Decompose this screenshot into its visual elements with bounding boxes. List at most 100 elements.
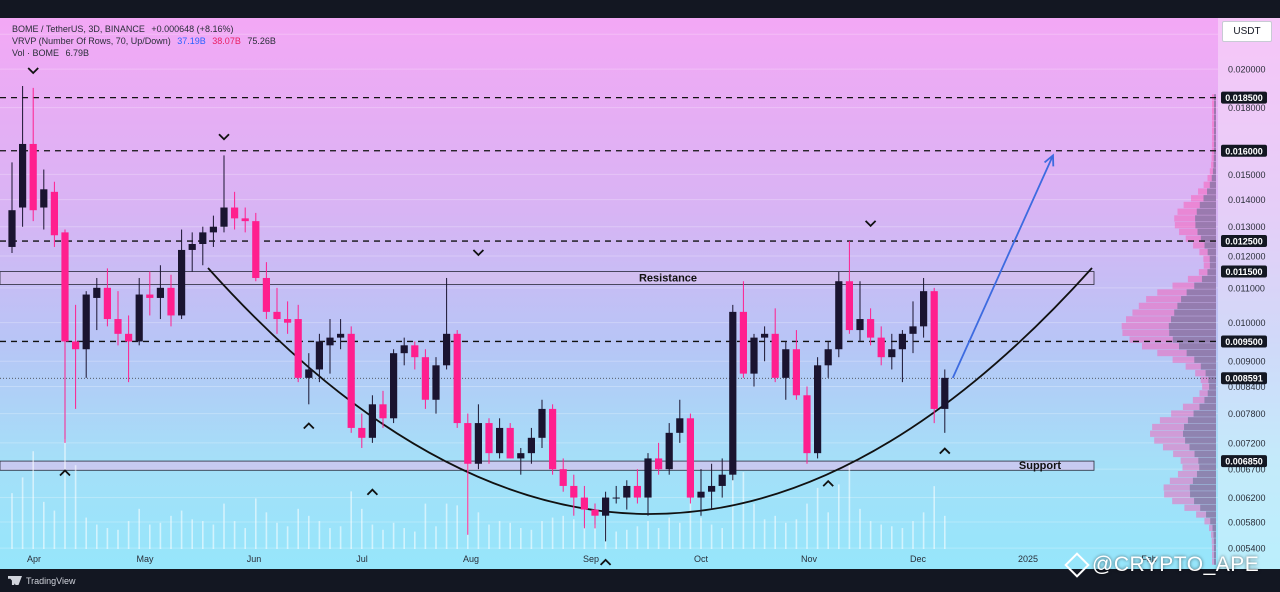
price-axis-background — [1218, 18, 1280, 569]
volume-bar — [657, 528, 660, 549]
price-tick-label: 0.014000 — [1228, 195, 1266, 205]
candle-up — [814, 365, 822, 454]
profile-row-up — [1194, 497, 1216, 505]
volume-bar — [456, 505, 458, 549]
volume-bar — [445, 503, 448, 549]
profile-row-up — [1213, 558, 1216, 565]
zone-resistance — [0, 271, 1095, 285]
profile-row-up — [1179, 343, 1216, 350]
profile-row-up — [1200, 235, 1216, 242]
arrow-head-icon — [1043, 153, 1055, 167]
vol-label: Vol · BOME — [12, 48, 60, 58]
candle-up — [135, 294, 143, 342]
candle-down — [792, 349, 800, 396]
volume-bar — [435, 526, 437, 549]
candle-up — [8, 210, 16, 247]
volume-bar — [191, 519, 193, 549]
price-level-label: 0.006850 — [1225, 457, 1263, 467]
time-tick-label: Feb — [1141, 554, 1157, 564]
zone-label-resistance: Resistance — [639, 273, 697, 285]
cup-arc — [207, 267, 1093, 515]
profile-row-up — [1211, 174, 1216, 182]
volume-bar — [159, 522, 162, 549]
volume-bar — [339, 526, 342, 549]
profile-row-up — [1195, 215, 1216, 222]
chevron-down-icon — [864, 220, 877, 228]
volume-bar — [594, 524, 596, 549]
candle-down — [771, 333, 779, 378]
price-tick-label: 0.013000 — [1228, 222, 1266, 232]
time-tick-label: Aug — [463, 554, 479, 564]
price-tick-label: 0.015000 — [1228, 170, 1266, 180]
tradingview-logo[interactable]: TradingView — [8, 574, 76, 587]
profile-row-up — [1199, 201, 1216, 209]
volume-bar — [403, 528, 405, 549]
legend-symbol[interactable]: BOME / TetherUS, 3D, BINANCE +0.000648 (… — [12, 24, 237, 34]
projection-arrow — [951, 153, 1055, 379]
volume-bar — [933, 486, 935, 549]
profile-row-up — [1181, 296, 1216, 303]
candle-down — [739, 311, 747, 374]
profile-row-down — [1185, 363, 1216, 370]
volume-bar — [371, 524, 374, 549]
profile-row-up — [1213, 114, 1216, 121]
volume-bar — [255, 498, 257, 549]
zone-support — [0, 460, 1095, 471]
volume-profile — [1121, 94, 1216, 565]
candle-up — [623, 485, 631, 498]
vol-value: 6.79B — [65, 48, 90, 58]
candles[interactable] — [8, 85, 949, 542]
volume-bar — [901, 528, 904, 549]
time-tick-label: 2025 — [1018, 554, 1038, 564]
profile-row-up — [1186, 349, 1216, 357]
price-level-tag — [1221, 455, 1267, 468]
volume-bar — [753, 503, 755, 549]
profile-row-up — [1213, 141, 1216, 148]
profile-row-up — [1168, 322, 1216, 330]
candle-down — [146, 294, 154, 298]
volume-bar — [85, 517, 87, 549]
volume-bar — [244, 528, 246, 549]
legend-volume[interactable]: Vol · BOME 6.79B — [12, 48, 93, 58]
currency-unit-button[interactable]: USDT — [1222, 21, 1272, 42]
time-tick-label: Apr — [27, 554, 41, 564]
price-tick-label: 0.012000 — [1228, 251, 1266, 261]
profile-row-up — [1214, 107, 1216, 114]
profile-row-up — [1189, 444, 1216, 451]
volume-bar — [891, 526, 893, 549]
legend-vrvp[interactable]: VRVP (Number Of Rows, 70, Up/Down) 37.19… — [12, 36, 280, 46]
candle-up — [156, 287, 164, 298]
volume-bar — [382, 529, 384, 549]
volume-bar — [541, 521, 543, 549]
chevron-up-icon — [599, 558, 612, 566]
volume-bar — [869, 521, 872, 549]
volume-bar — [170, 515, 172, 549]
time-axis[interactable]: Apr May Jun Jul Aug Sep Oct Nov Dec 2025 Feb — [27, 554, 1157, 564]
profile-row-up — [1209, 255, 1216, 262]
profile-row-up — [1201, 275, 1216, 283]
volume-bar — [350, 491, 352, 549]
candle-up — [835, 281, 843, 350]
candle-up — [19, 143, 27, 208]
candle-down — [347, 333, 355, 428]
volume-bar — [414, 531, 416, 549]
volume-bar — [117, 529, 119, 549]
chevron-up-icon — [822, 479, 834, 487]
profile-row-up — [1172, 336, 1216, 343]
volume-bar — [859, 508, 861, 549]
profile-row-up — [1213, 544, 1216, 552]
profile-row-up — [1213, 161, 1216, 168]
vrvp-down: 38.07B — [212, 36, 241, 46]
profile-row-up — [1204, 396, 1216, 404]
candle-down — [379, 404, 387, 419]
profile-row-up — [1169, 329, 1216, 336]
profile-row-up — [1209, 262, 1216, 269]
symbol-line: BOME / TetherUS, 3D, BINANCE — [12, 24, 145, 34]
candle-up — [400, 345, 408, 354]
volume-bar — [626, 529, 628, 549]
volume-bar — [318, 521, 321, 549]
price-level-label: 0.008591 — [1225, 374, 1263, 384]
volume-bar — [11, 493, 13, 549]
candle-up — [612, 497, 620, 499]
